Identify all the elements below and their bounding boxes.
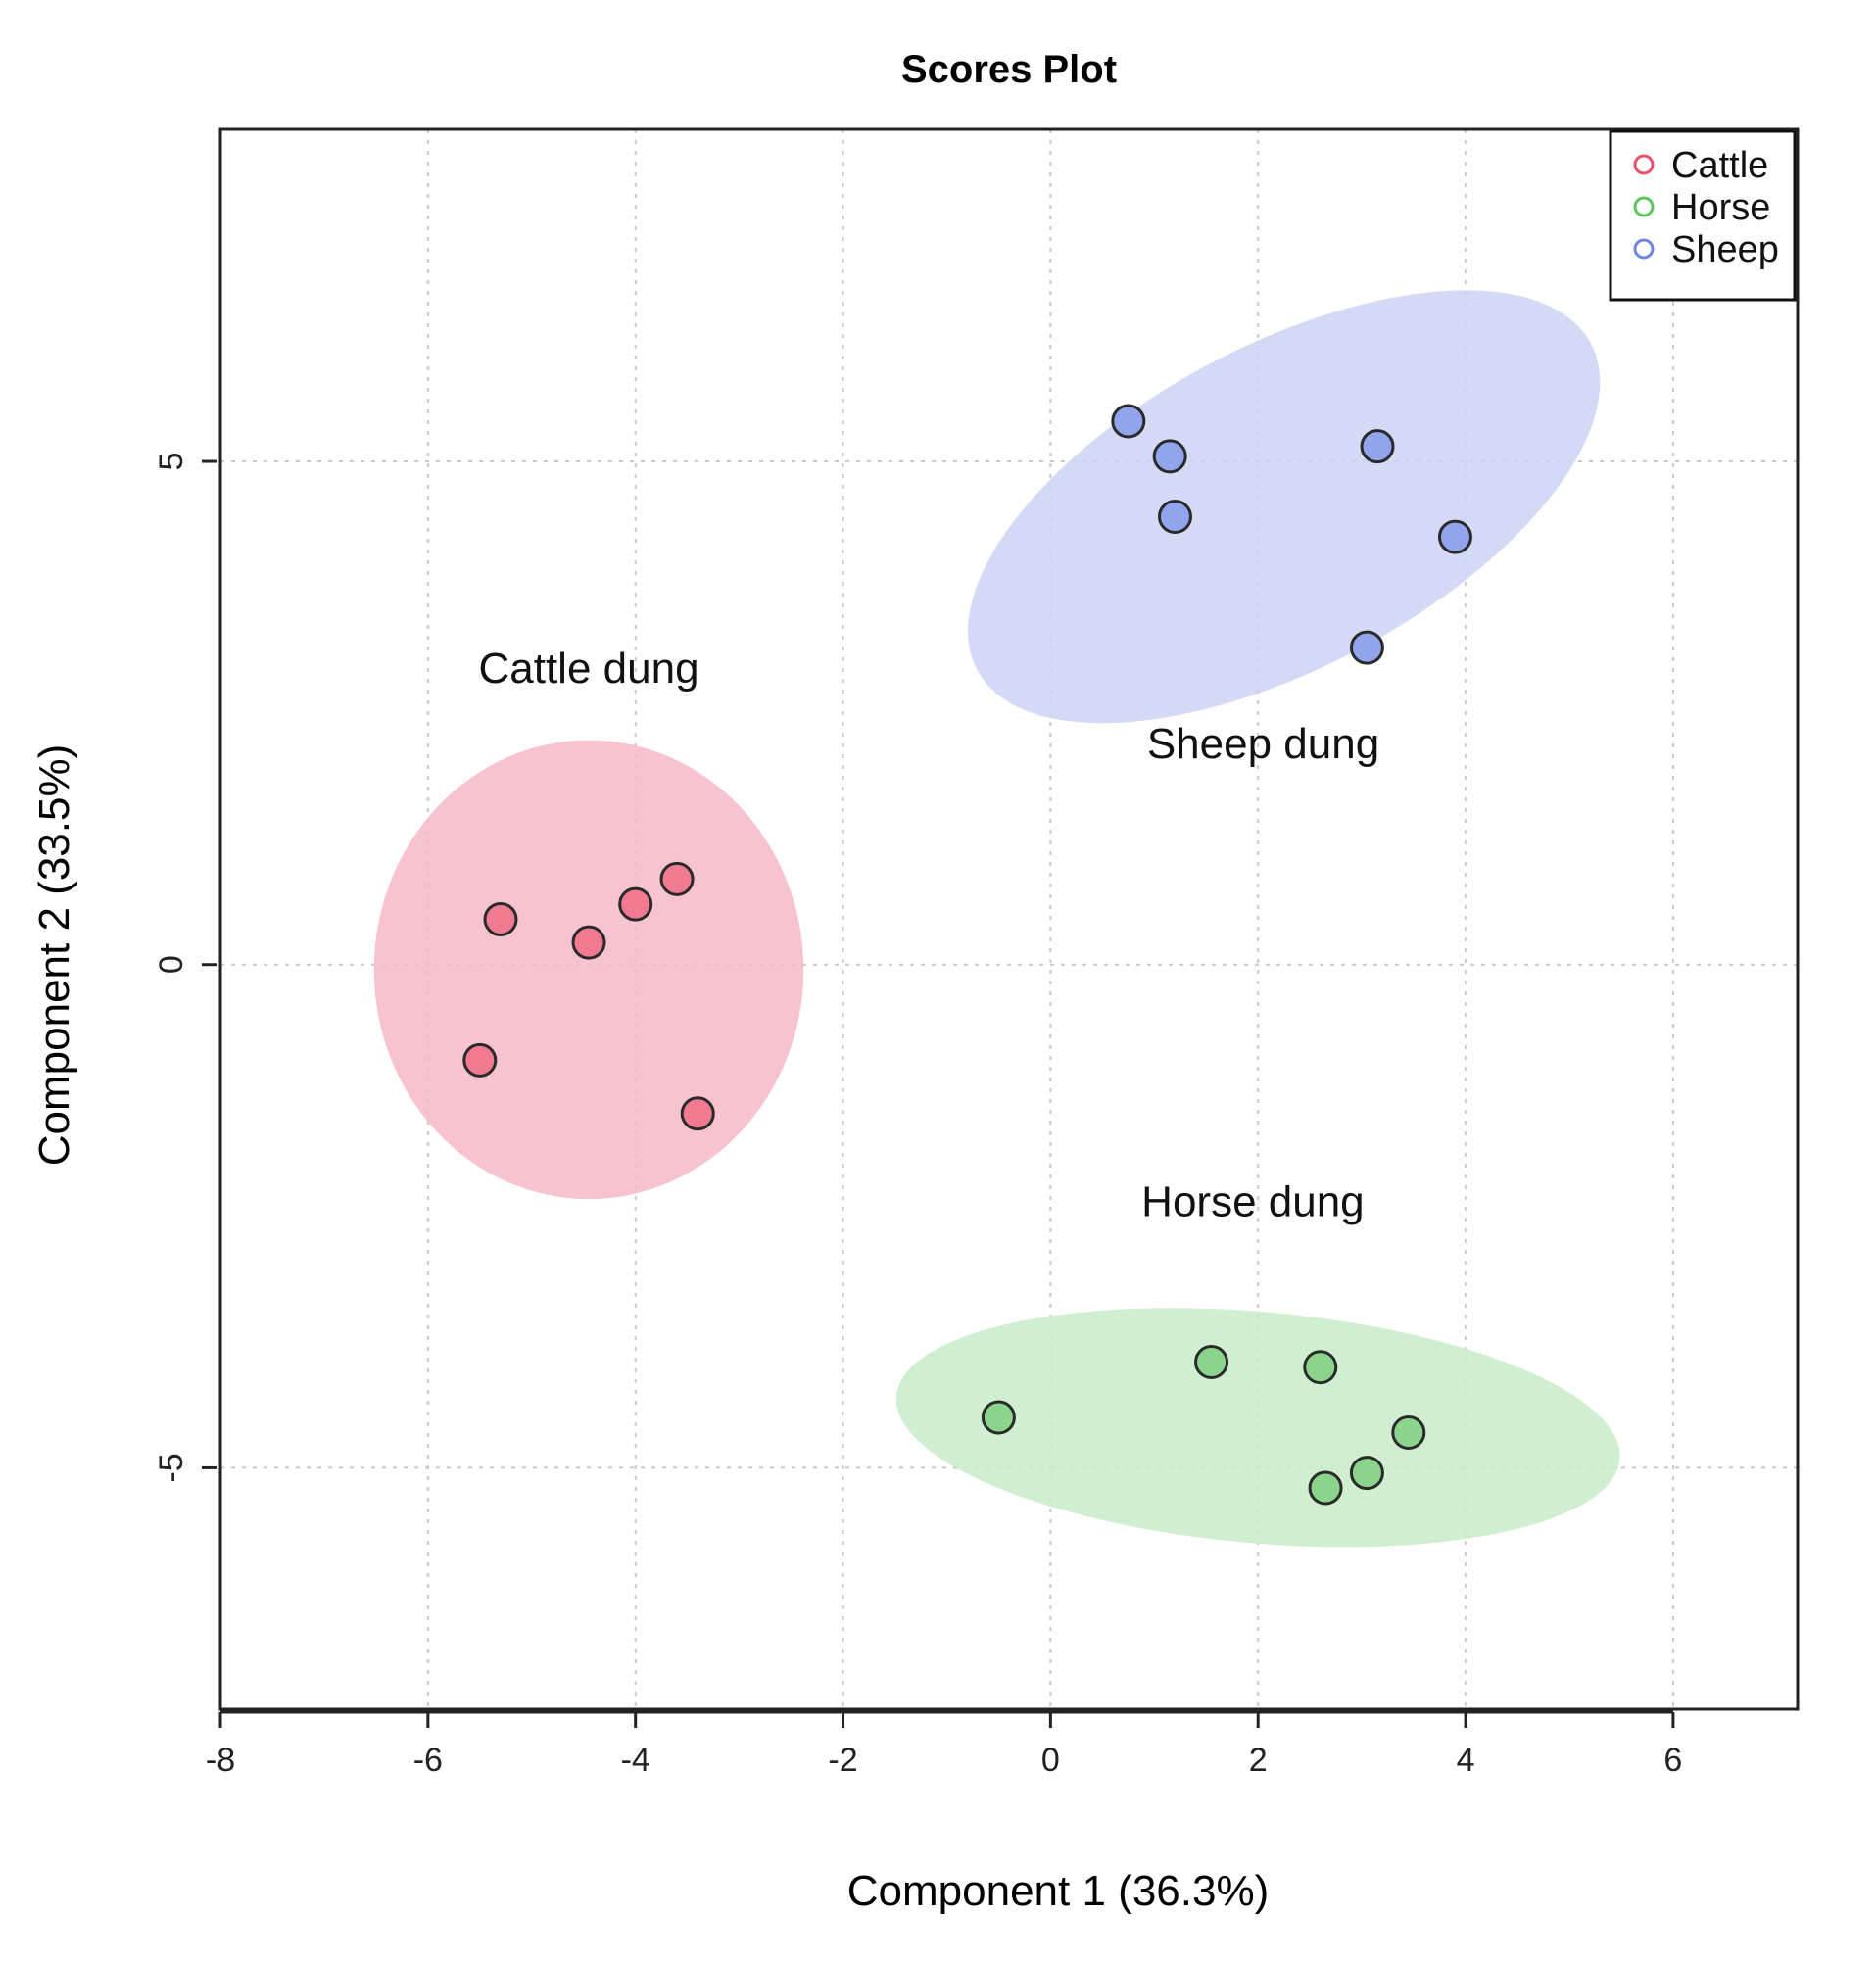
- x-tick-label: -4: [621, 1742, 650, 1779]
- ellipse-sheep: [968, 290, 1601, 724]
- y-tick-label: -5: [153, 1453, 190, 1482]
- x-tick-label: 6: [1663, 1742, 1682, 1779]
- annotation-sheep-dung: Sheep dung: [1147, 720, 1379, 768]
- legend-marker-sheep: [1633, 238, 1655, 260]
- annotation-cattle-dung: Cattle dung: [478, 645, 698, 693]
- plot-frame: [218, 127, 1800, 1711]
- x-tick-label: -2: [828, 1742, 857, 1779]
- x-axis: -8 -6 -4 -2 0 2 4 6: [206, 1710, 1682, 1779]
- x-axis-label: Component 1 (36.3%): [847, 1867, 1269, 1915]
- point-horse: [1303, 1350, 1338, 1385]
- y-axis: -5 0 5: [153, 453, 217, 1483]
- legend-label-cattle: Cattle: [1671, 145, 1768, 186]
- x-tick-label: -8: [206, 1742, 235, 1779]
- point-horse: [1349, 1456, 1384, 1491]
- point-cattle: [618, 886, 653, 922]
- point-sheep: [1360, 429, 1395, 464]
- point-horse: [1194, 1345, 1229, 1380]
- cluster-annotations: Cattle dung Sheep dung Horse dung: [478, 645, 1379, 1226]
- point-cattle: [462, 1042, 498, 1078]
- point-cattle: [659, 861, 695, 896]
- point-cattle: [571, 925, 606, 960]
- confidence-ellipses: [373, 290, 1620, 1548]
- data-points: [462, 404, 1472, 1506]
- x-tick-label: 0: [1041, 1742, 1060, 1779]
- legend-label-horse: Horse: [1671, 187, 1770, 228]
- x-tick-label: 4: [1457, 1742, 1475, 1779]
- point-sheep: [1152, 439, 1187, 474]
- point-horse: [981, 1400, 1016, 1435]
- x-tick-label: 2: [1249, 1742, 1268, 1779]
- chart-title: Scores Plot: [901, 48, 1117, 91]
- point-sheep: [1437, 519, 1472, 554]
- point-sheep: [1157, 500, 1192, 535]
- point-horse: [1391, 1414, 1426, 1450]
- y-tick-label: 0: [153, 955, 190, 974]
- legend-marker-cattle: [1633, 154, 1655, 175]
- point-horse: [1308, 1470, 1343, 1506]
- y-tick-label: 5: [153, 453, 190, 471]
- legend-marker-horse: [1633, 196, 1655, 217]
- x-tick-label: -6: [413, 1742, 443, 1779]
- point-cattle: [483, 902, 518, 936]
- legend-label-sheep: Sheep: [1671, 229, 1779, 270]
- y-axis-label: Component 2 (33.5%): [30, 744, 78, 1166]
- ellipse-horse: [895, 1308, 1620, 1548]
- annotation-horse-dung: Horse dung: [1141, 1178, 1364, 1226]
- point-sheep: [1349, 630, 1384, 665]
- point-sheep: [1111, 404, 1146, 439]
- point-cattle: [680, 1096, 715, 1131]
- ellipse-cattle: [373, 740, 804, 1200]
